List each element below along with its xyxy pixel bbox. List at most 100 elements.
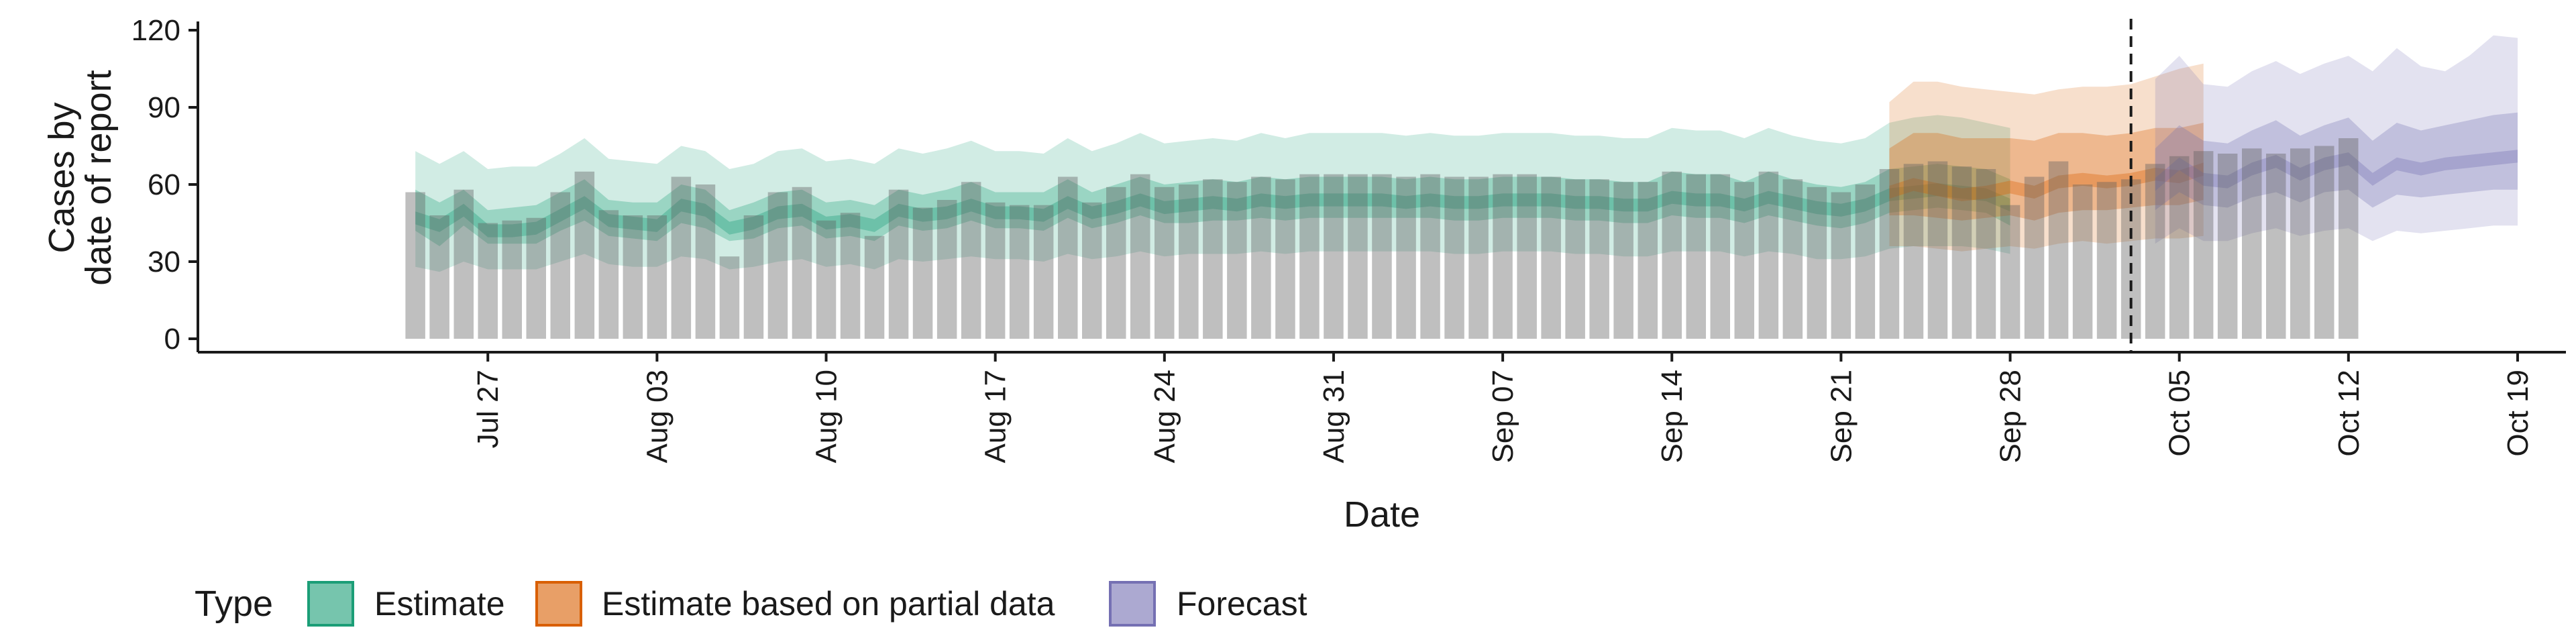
reported-case-bar: [1565, 179, 1585, 339]
reported-case-bar: [623, 215, 643, 339]
x-tick-label: Aug 31: [1318, 370, 1350, 463]
reported-case-bar: [743, 215, 764, 339]
reported-case-bar: [1420, 174, 1440, 339]
legend-label-partial: Estimate based on partial data: [602, 585, 1055, 623]
x-tick-label: Jul 27: [472, 370, 504, 448]
reported-case-bar: [1758, 171, 1779, 339]
reported-case-bar: [1541, 176, 1561, 339]
reported-case-bar: [985, 202, 1006, 339]
reported-case-bar: [1734, 182, 1754, 339]
reported-case-bar: [1251, 176, 1271, 339]
legend-key-forecast: [1109, 581, 1156, 627]
reported-case-bar: [1951, 166, 1972, 339]
reported-case-bar: [598, 210, 619, 339]
reported-case-bar: [2217, 154, 2238, 339]
reported-case-bar: [719, 256, 740, 339]
reported-case-bar: [767, 192, 788, 339]
reported-case-bar: [1058, 176, 1078, 339]
band-90-1: [1889, 63, 2204, 252]
reported-case-bar: [1613, 182, 1633, 339]
band-50-0: [415, 164, 2010, 246]
reported-case-bar: [2242, 148, 2262, 339]
x-tick-label: Sep 07: [1487, 370, 1519, 463]
band-50-2: [2155, 112, 2518, 211]
legend: Type Estimate Estimate based on partial …: [195, 581, 1307, 627]
reported-case-bars: [405, 138, 2359, 339]
y-tick-label: 90: [148, 91, 180, 124]
reported-case-bar: [1903, 164, 1924, 339]
reported-case-bar: [888, 189, 909, 339]
reported-case-bar: [1275, 179, 1295, 339]
x-tick-label: Aug 17: [979, 370, 1012, 463]
reported-case-bar: [816, 220, 837, 339]
reported-case-bar: [1299, 174, 1320, 339]
y-axis-title-line2: date of report: [78, 70, 119, 285]
x-tick-label: Oct 12: [2332, 370, 2365, 457]
reported-case-bar: [1927, 161, 1948, 339]
uncertainty-bands: [415, 35, 2518, 272]
y-axis-title-line1: Cases by: [42, 102, 82, 253]
x-tick-label: Aug 10: [810, 370, 843, 463]
reported-case-bar: [453, 189, 474, 339]
reported-case-bar: [1710, 174, 1730, 339]
reported-case-bar: [2000, 205, 2021, 339]
reported-case-bar: [912, 207, 933, 339]
reported-case-bar: [1396, 176, 1416, 339]
reported-case-bar: [1807, 186, 1827, 339]
reported-case-bar: [1348, 174, 1368, 339]
reported-case-bar: [1879, 169, 1900, 339]
y-tick-label: 0: [164, 323, 180, 356]
reported-case-bar: [961, 182, 981, 339]
reported-case-bar: [671, 176, 692, 339]
band-90-2: [2155, 35, 2518, 244]
reported-case-bar: [2072, 184, 2093, 339]
legend-key-partial: [535, 581, 582, 627]
axes: 0 30 60 90 120 Jul 27 Aug 03 Aug 10 Aug 17 Aug 24…: [131, 14, 2566, 463]
x-tick-label: Sep 21: [1825, 370, 1858, 463]
reported-case-bar: [695, 184, 716, 339]
reported-case-bar: [2193, 151, 2214, 339]
reported-case-bar: [1444, 176, 1464, 339]
reported-case-bar: [526, 217, 546, 339]
reported-case-bar: [1009, 205, 1030, 339]
reported-case-bar: [478, 223, 498, 339]
x-tick-label: Aug 03: [641, 370, 674, 463]
reported-case-bar: [2121, 179, 2141, 339]
reported-case-bar: [1372, 174, 1392, 339]
reported-case-bar: [1517, 174, 1537, 339]
reported-case-bar: [1976, 169, 1996, 339]
legend-label-estimate: Estimate: [374, 585, 505, 623]
reported-case-bar: [1227, 182, 1247, 339]
reported-case-bar: [2145, 164, 2165, 339]
reported-case-bar: [550, 192, 570, 339]
legend-title: Type: [195, 584, 273, 624]
reported-case-bar: [2048, 161, 2069, 339]
reported-case-bar: [429, 215, 449, 339]
reported-case-bar: [1033, 205, 1054, 339]
x-tick-label: Oct 19: [2502, 370, 2534, 457]
reported-case-bar: [2266, 154, 2286, 339]
reported-case-bar: [840, 213, 861, 339]
y-tick-label: 30: [148, 246, 180, 278]
y-tick-label: 120: [131, 14, 180, 47]
legend-label-forecast: Forecast: [1177, 585, 1307, 623]
reported-case-bar: [2339, 138, 2359, 339]
reported-case-bar: [1662, 171, 1682, 339]
legend-key-estimate: [307, 581, 354, 627]
reported-case-bar: [936, 200, 957, 339]
reported-case-bar: [574, 171, 595, 339]
reported-case-bar: [1831, 192, 1851, 339]
reported-case-bar: [1686, 174, 1706, 339]
reported-case-bar: [1106, 186, 1126, 339]
reported-case-bar: [1179, 184, 1199, 339]
reported-case-bar: [2096, 182, 2117, 339]
reported-case-bar: [647, 215, 667, 339]
reported-case-bar: [1589, 179, 1609, 339]
reported-case-bar: [2290, 148, 2310, 339]
reported-case-bar: [1130, 174, 1150, 339]
reported-case-bar: [2314, 146, 2334, 339]
reported-case-bar: [1082, 202, 1102, 339]
band-median-1: [1889, 162, 2204, 201]
x-tick-label: Oct 05: [2163, 370, 2196, 457]
reported-case-bar: [1324, 174, 1344, 339]
